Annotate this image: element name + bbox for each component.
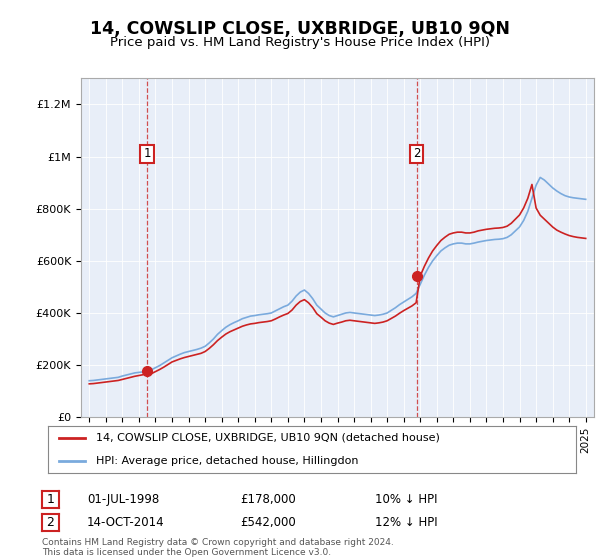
Text: £542,000: £542,000 [240,516,296,529]
Text: 14, COWSLIP CLOSE, UXBRIDGE, UB10 9QN (detached house): 14, COWSLIP CLOSE, UXBRIDGE, UB10 9QN (d… [95,432,439,442]
Text: 10% ↓ HPI: 10% ↓ HPI [375,493,437,506]
Text: Price paid vs. HM Land Registry's House Price Index (HPI): Price paid vs. HM Land Registry's House … [110,36,490,49]
Text: 01-JUL-1998: 01-JUL-1998 [87,493,159,506]
Text: 2: 2 [413,147,421,161]
Text: 14, COWSLIP CLOSE, UXBRIDGE, UB10 9QN: 14, COWSLIP CLOSE, UXBRIDGE, UB10 9QN [90,20,510,38]
Text: 1: 1 [143,147,151,161]
Text: 2: 2 [46,516,55,529]
Text: Contains HM Land Registry data © Crown copyright and database right 2024.
This d: Contains HM Land Registry data © Crown c… [42,538,394,557]
Text: HPI: Average price, detached house, Hillingdon: HPI: Average price, detached house, Hill… [95,456,358,466]
Text: 12% ↓ HPI: 12% ↓ HPI [375,516,437,529]
Text: 14-OCT-2014: 14-OCT-2014 [87,516,164,529]
Text: 1: 1 [46,493,55,506]
Text: £178,000: £178,000 [240,493,296,506]
